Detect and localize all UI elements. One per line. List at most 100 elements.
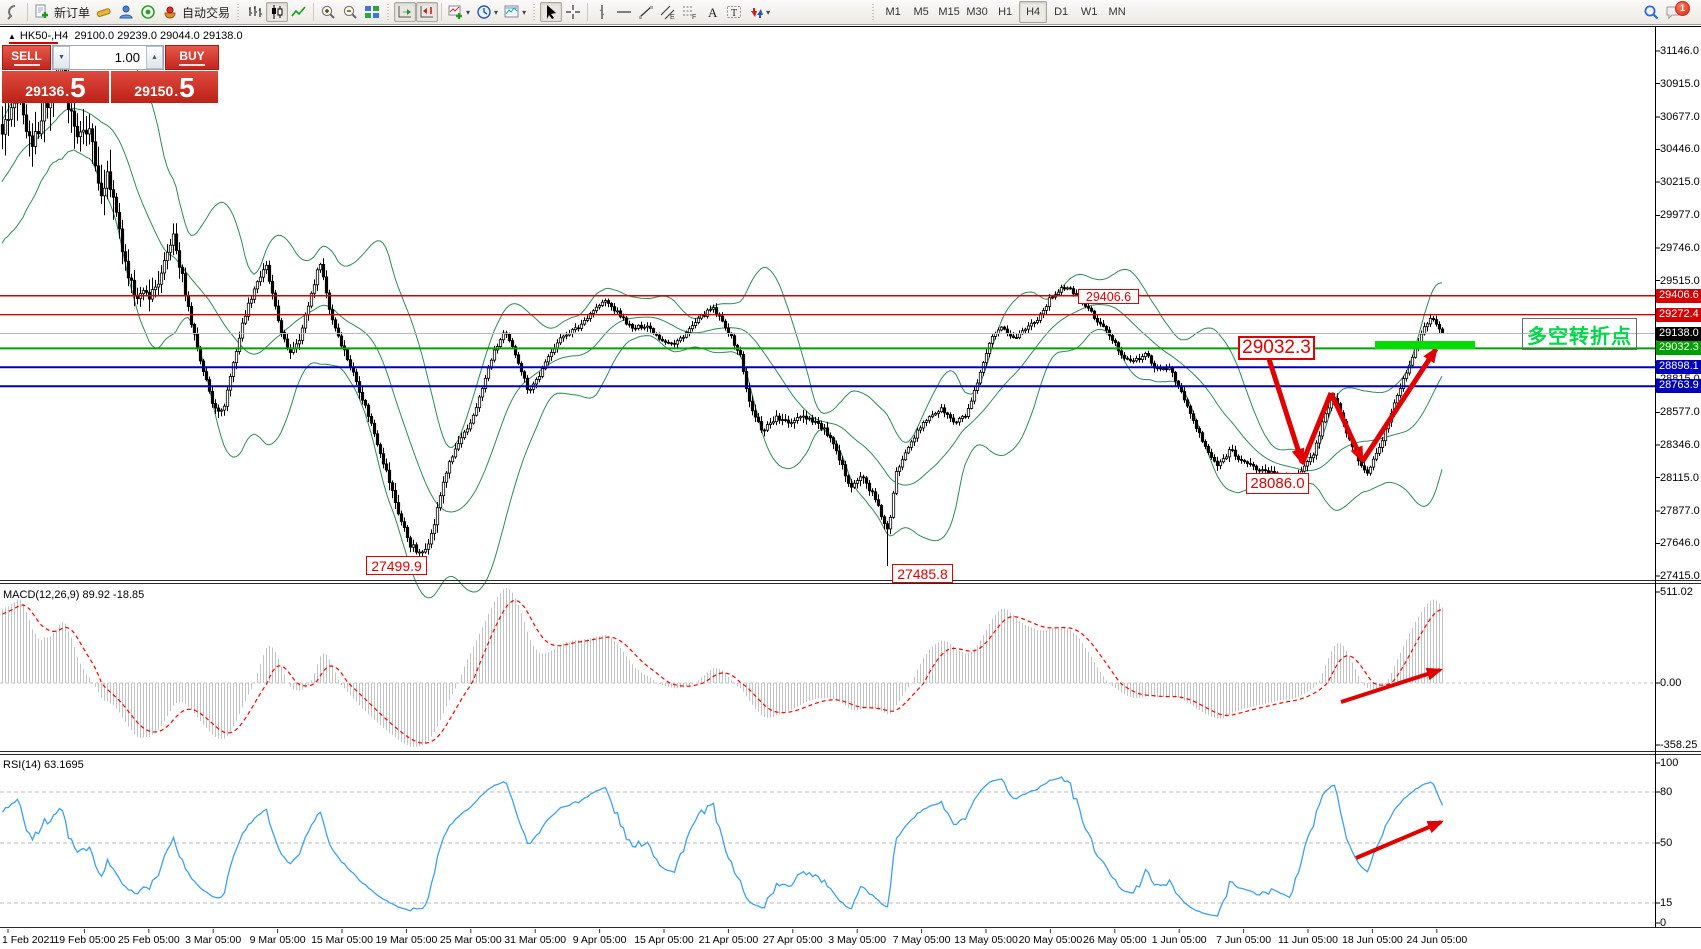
- cursor-tool-button[interactable]: [540, 2, 563, 22]
- new-order-button-label: 新订单: [54, 5, 91, 20]
- collapse-arrow-icon[interactable]: ▲: [8, 32, 16, 41]
- notifications-button[interactable]: 1: [1662, 0, 1699, 22]
- time-axis-label: 15 Apr 05:00: [634, 934, 694, 946]
- trendline-tool-button[interactable]: [635, 2, 657, 22]
- auto-scroll-button[interactable]: [394, 2, 417, 22]
- price-annotation-label[interactable]: 29406.6: [1078, 289, 1139, 304]
- dropdown-caret-icon[interactable]: ▾: [766, 7, 771, 17]
- horizontal-line-tool-button[interactable]: [613, 2, 635, 22]
- price-axis-tick: 27415.0: [1660, 570, 1700, 582]
- time-axis-label: 3 May 05:00: [828, 934, 887, 946]
- time-axis-label: 25 Feb 05:00: [117, 934, 180, 946]
- signal-icon[interactable]: [137, 2, 159, 22]
- timeframe-w1-button[interactable]: W1: [1080, 6, 1098, 18]
- rsi-label: RSI(14) 63.1695: [3, 759, 84, 771]
- bar-chart-mode-button[interactable]: [244, 2, 266, 22]
- rsi-axis-tick: 50: [1660, 837, 1673, 849]
- crosshair-tool-button[interactable]: [562, 2, 584, 22]
- sell-price[interactable]: 29136 . 5: [2, 71, 109, 103]
- new-order-button[interactable]: 新订单: [31, 2, 93, 22]
- dropdown-caret-icon[interactable]: ▾: [466, 7, 471, 17]
- profile-icon: [118, 4, 134, 20]
- candlestick-mode-button[interactable]: [266, 2, 289, 22]
- price-annotation-label[interactable]: 28086.0: [1246, 473, 1309, 494]
- periods-button[interactable]: ▾: [473, 2, 501, 22]
- dropdown-caret-icon[interactable]: ▾: [494, 7, 499, 17]
- buy-price[interactable]: 29150 . 5: [111, 71, 218, 103]
- vline-icon: [594, 4, 610, 20]
- price-annotation-label[interactable]: 29032.3: [1238, 336, 1315, 360]
- line-chart-mode-button[interactable]: [288, 2, 310, 22]
- rsi-axis-tick: 15: [1660, 897, 1673, 909]
- buy-button[interactable]: BUY: [165, 45, 219, 70]
- fibonacci-tool-button[interactable]: [679, 2, 701, 22]
- volume-input[interactable]: 1.00: [114, 50, 140, 65]
- time-axis-label: 24 Jun 05:00: [1406, 934, 1468, 946]
- indicators-button[interactable]: ▾: [445, 2, 473, 22]
- label-t-icon: [726, 4, 742, 20]
- dropdown-caret-icon[interactable]: ▾: [522, 7, 527, 17]
- toolbar-drag-handle[interactable]: [532, 4, 538, 20]
- channel-tool-button[interactable]: [657, 2, 679, 22]
- volume-increase-button[interactable]: ▲: [146, 46, 163, 69]
- time-axis-label: 26 May 05:00: [1082, 934, 1147, 946]
- text-a-icon: [704, 4, 720, 20]
- chart-shift-button[interactable]: [416, 2, 439, 22]
- timeframe-h4-button[interactable]: H4: [1019, 1, 1048, 23]
- zoom-in-button[interactable]: [317, 2, 339, 22]
- label-tool-button[interactable]: [723, 2, 745, 22]
- charts-gold-icon[interactable]: [93, 2, 115, 22]
- timeframe-h1-button[interactable]: H1: [998, 6, 1013, 18]
- timeframe-m30-button[interactable]: M30: [966, 6, 988, 18]
- profile-icon[interactable]: [115, 2, 137, 22]
- sell-button[interactable]: SELL: [2, 45, 51, 70]
- price-axis-tick: 28577.0: [1660, 406, 1700, 419]
- highlight-rectangle-object[interactable]: [1375, 341, 1475, 349]
- macd-label: MACD(12,26,9) 89.92 -18.85: [3, 589, 145, 601]
- price-axis-tick: 30446.0: [1660, 143, 1700, 156]
- timeframe-m15-button[interactable]: M15: [938, 6, 960, 18]
- time-axis-label: 25 Mar 05:00: [439, 934, 502, 946]
- price-annotation-label[interactable]: 27485.8: [892, 564, 953, 583]
- timeframe-mn-button[interactable]: MN: [1108, 6, 1126, 18]
- symbol-period: HK50-,H4: [19, 30, 69, 42]
- timeframe-m5-button[interactable]: M5: [913, 6, 929, 18]
- time-axis-label: 1 Jun 05:00: [1151, 934, 1207, 946]
- arrows-tool-button[interactable]: ▾: [745, 2, 773, 22]
- templates-button[interactable]: ▾: [501, 2, 529, 22]
- autotrade-icon: [162, 4, 178, 20]
- autotrading-button[interactable]: 自动交易: [159, 2, 233, 22]
- toolbar-drag-handle[interactable]: [386, 4, 392, 20]
- cursor-icon: [543, 4, 559, 20]
- volume-decrease-button[interactable]: ▼: [53, 46, 70, 69]
- clipped-edge-icon[interactable]: [2, 2, 24, 22]
- toolbar-separator: [27, 3, 28, 21]
- turning-point-text-object[interactable]: 多空转折点: [1522, 318, 1637, 350]
- time-axis-label: 18 Jun 05:00: [1342, 934, 1403, 946]
- signal-icon: [140, 4, 156, 20]
- one-click-trading-panel: SELL ▼ 1.00 ▲ BUY 29136 . 5 29150: [2, 45, 219, 103]
- symbol-underline: [9, 42, 58, 44]
- timeframe-d1-button[interactable]: D1: [1054, 6, 1069, 18]
- toolbar-drag-handle[interactable]: [871, 4, 877, 20]
- vertical-line-tool-button[interactable]: [591, 2, 613, 22]
- search-button[interactable]: [1640, 2, 1662, 22]
- price-annotation-label[interactable]: 27499.9: [366, 556, 427, 575]
- toolbar-drag-handle[interactable]: [236, 4, 242, 20]
- doc-plus-icon: [34, 4, 50, 20]
- rsi-axis-tick: 0: [1660, 917, 1667, 929]
- main-toolbar: 新订单 自动交易 ▾ ▾ ▾ ▾ M1 M5 M15 M30 H1 H4 D1 W1 MN 1: [0, 0, 1701, 25]
- text-tool-button[interactable]: [701, 2, 723, 22]
- price-axis-tick: 30215.0: [1660, 176, 1700, 188]
- toolbar-separator: [313, 3, 315, 21]
- tile-windows-button[interactable]: [361, 2, 383, 22]
- time-axis-label: 21 Apr 05:00: [698, 934, 759, 946]
- price-axis-tick: 29977.0: [1660, 209, 1700, 222]
- autoscroll-icon: [397, 4, 413, 20]
- zoom-out-button[interactable]: [339, 2, 361, 22]
- time-axis-label: 31 Mar 05:00: [504, 934, 567, 946]
- price-line-label: 29032.3: [1656, 341, 1701, 356]
- price-line-label: 29406.6: [1656, 288, 1701, 303]
- timeframe-m1-button[interactable]: M1: [885, 6, 901, 18]
